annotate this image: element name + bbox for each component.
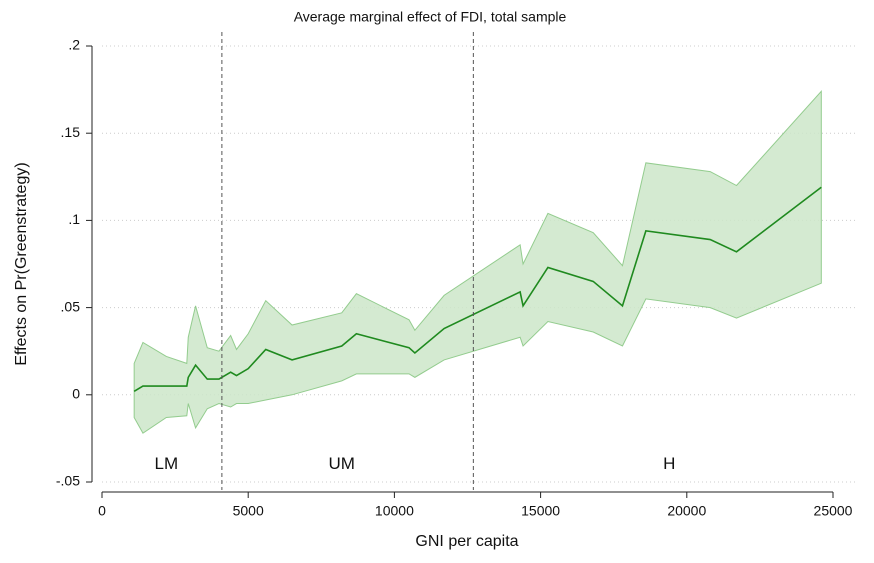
effect-line [133, 186, 822, 392]
y-axis-label: Effects on Pr(Greenstrategy) [13, 162, 30, 365]
y-tick-label: .15 [61, 124, 81, 140]
x-tick-label: 15000 [521, 503, 560, 519]
region-label: LM [155, 454, 179, 473]
x-tick-label: 5000 [233, 503, 264, 519]
x-tick-label: 25000 [814, 503, 853, 519]
region-label: H [663, 454, 675, 473]
x-tick-label: 10000 [375, 503, 414, 519]
confidence-band [133, 90, 822, 434]
y-tick-label: .05 [61, 298, 81, 314]
x-axis-label: GNI per capita [415, 533, 518, 550]
y-tick-label: 0 [72, 386, 80, 402]
y-tick-label: .1 [68, 211, 80, 227]
x-tick-label: 0 [98, 503, 106, 519]
x-tick-label: 20000 [667, 503, 706, 519]
region-label: UM [329, 454, 355, 473]
y-tick-label: .2 [68, 37, 80, 53]
y-tick-label: -.05 [56, 473, 80, 489]
chart-title: Average marginal effect of FDI, total sa… [294, 9, 567, 25]
